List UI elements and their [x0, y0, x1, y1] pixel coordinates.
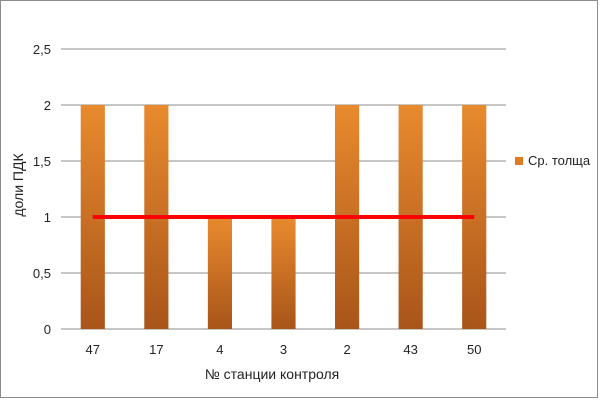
legend-label: Ср. толща	[528, 153, 591, 168]
x-tick-label: 4	[216, 342, 223, 357]
y-tick-labels: 0 0,5 1 1,5 2 2,5	[33, 42, 51, 337]
legend-swatch	[515, 157, 523, 165]
x-tick-label: 2	[343, 342, 350, 357]
x-axis-title: № станции контроля	[205, 366, 339, 382]
x-tick-labels: 47 17 4 3 2 43 50	[86, 342, 482, 357]
x-tick-label: 50	[467, 342, 481, 357]
y-tick-label: 2	[44, 98, 51, 113]
legend: Ср. толща	[515, 153, 591, 168]
y-tick-label: 1	[44, 210, 51, 225]
bar	[271, 217, 296, 329]
x-tick-label: 17	[149, 342, 163, 357]
x-tick-label: 47	[86, 342, 100, 357]
y-tick-label: 0	[44, 322, 51, 337]
x-tick-label: 3	[280, 342, 287, 357]
y-axis-title: доли ПДК	[10, 153, 26, 217]
y-tick-label: 1,5	[33, 154, 51, 169]
y-tick-label: 0,5	[33, 266, 51, 281]
y-tick-label: 2,5	[33, 42, 51, 57]
bar	[207, 217, 233, 329]
x-tick-label: 43	[403, 342, 417, 357]
